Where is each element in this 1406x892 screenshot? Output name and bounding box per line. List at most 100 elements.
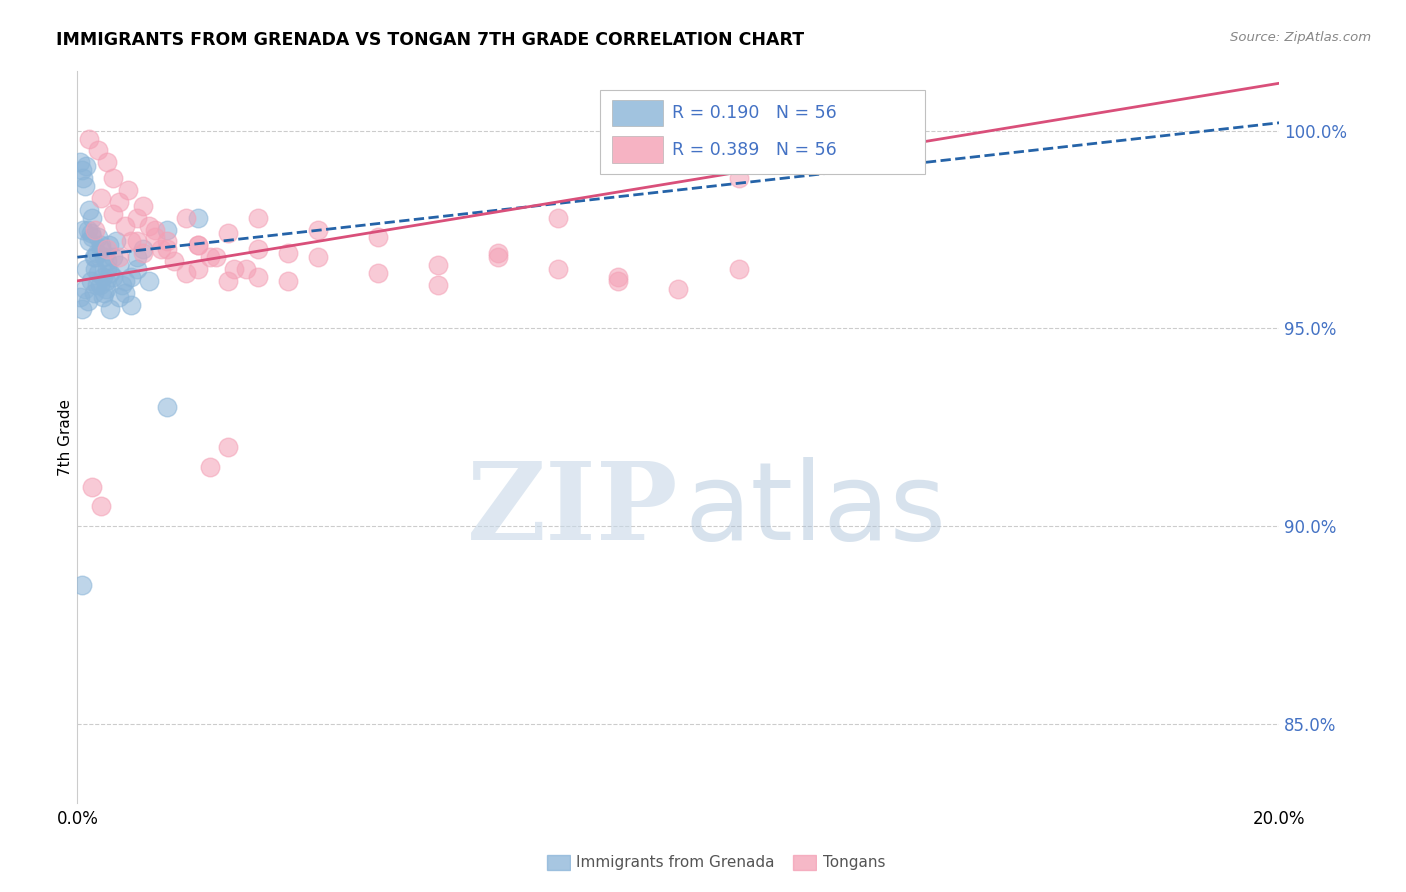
Point <box>82 211 104 225</box>
Point <box>103 207 125 221</box>
Point <box>108 258 131 272</box>
Point <box>84 250 107 264</box>
Point <box>187 238 209 252</box>
Point <box>108 250 131 264</box>
Point <box>156 242 179 256</box>
Point <box>547 262 569 277</box>
Point <box>69 155 91 169</box>
Point <box>72 222 94 236</box>
Point <box>84 262 107 277</box>
FancyBboxPatch shape <box>612 100 662 127</box>
Point <box>198 459 221 474</box>
Point <box>79 235 101 249</box>
Point <box>162 254 184 268</box>
Point <box>547 211 569 225</box>
Point <box>607 274 630 288</box>
Point <box>246 269 269 284</box>
Point <box>145 222 167 236</box>
Point <box>114 274 136 288</box>
Point <box>83 250 105 264</box>
Point <box>138 219 160 233</box>
Point <box>83 285 105 300</box>
Point <box>96 262 118 277</box>
Point <box>90 500 112 514</box>
Bar <box>793 855 815 871</box>
Point <box>72 171 94 186</box>
Point <box>138 274 160 288</box>
Point <box>367 230 389 244</box>
Point <box>156 401 179 415</box>
Point <box>75 262 97 277</box>
Point <box>105 235 128 249</box>
Point <box>91 290 114 304</box>
Text: IMMIGRANTS FROM GRENADA VS TONGAN 7TH GRADE CORRELATION CHART: IMMIGRANTS FROM GRENADA VS TONGAN 7TH GR… <box>56 31 804 49</box>
Point <box>132 199 155 213</box>
Point <box>607 269 630 284</box>
Point <box>97 238 120 252</box>
Point <box>90 242 112 256</box>
Y-axis label: 7th Grade: 7th Grade <box>58 399 73 475</box>
Point <box>217 227 239 241</box>
Point <box>150 242 173 256</box>
Point <box>187 211 209 225</box>
Point <box>127 262 149 277</box>
Point <box>427 258 450 272</box>
Text: Source: ZipAtlas.com: Source: ZipAtlas.com <box>1230 31 1371 45</box>
Point <box>90 238 112 252</box>
FancyBboxPatch shape <box>612 136 662 162</box>
Text: Immigrants from Grenada: Immigrants from Grenada <box>576 855 775 870</box>
Point <box>117 183 139 197</box>
Point <box>108 194 131 209</box>
Point <box>277 274 299 288</box>
Point <box>145 230 167 244</box>
Point <box>73 179 96 194</box>
Point <box>69 290 91 304</box>
Point <box>100 266 122 280</box>
Point <box>93 285 115 300</box>
Point <box>174 266 197 280</box>
Point <box>132 246 155 260</box>
Point <box>187 262 209 277</box>
Point <box>93 250 115 264</box>
Point <box>89 277 111 292</box>
Point <box>87 144 110 158</box>
Point <box>84 222 107 236</box>
Point <box>82 230 104 244</box>
Point <box>70 578 93 592</box>
Point <box>87 230 110 244</box>
Point <box>486 250 509 264</box>
Point <box>114 285 136 300</box>
Point <box>246 242 269 256</box>
Text: atlas: atlas <box>685 458 946 563</box>
Point <box>86 277 108 292</box>
Point <box>77 222 100 236</box>
Point <box>96 274 118 288</box>
Point <box>114 219 136 233</box>
Point <box>307 250 329 264</box>
Point <box>204 250 226 264</box>
Point <box>73 282 96 296</box>
Point <box>127 250 149 264</box>
Point <box>70 163 93 178</box>
Text: ZIP: ZIP <box>467 458 679 563</box>
Point <box>103 250 125 264</box>
Point <box>217 440 239 454</box>
Point <box>120 235 142 249</box>
FancyBboxPatch shape <box>600 90 925 174</box>
Point <box>96 242 118 256</box>
Point <box>668 282 690 296</box>
Point <box>79 274 101 288</box>
Text: R = 0.389   N = 56: R = 0.389 N = 56 <box>672 141 837 159</box>
Point <box>120 269 142 284</box>
Point <box>77 293 100 308</box>
Point <box>82 479 104 493</box>
Point <box>96 282 118 296</box>
Point <box>79 227 101 241</box>
Point <box>198 250 221 264</box>
Point <box>86 246 108 260</box>
Point <box>727 262 749 277</box>
Point <box>187 238 209 252</box>
Point <box>367 266 389 280</box>
Point <box>108 290 131 304</box>
Point <box>70 301 93 316</box>
